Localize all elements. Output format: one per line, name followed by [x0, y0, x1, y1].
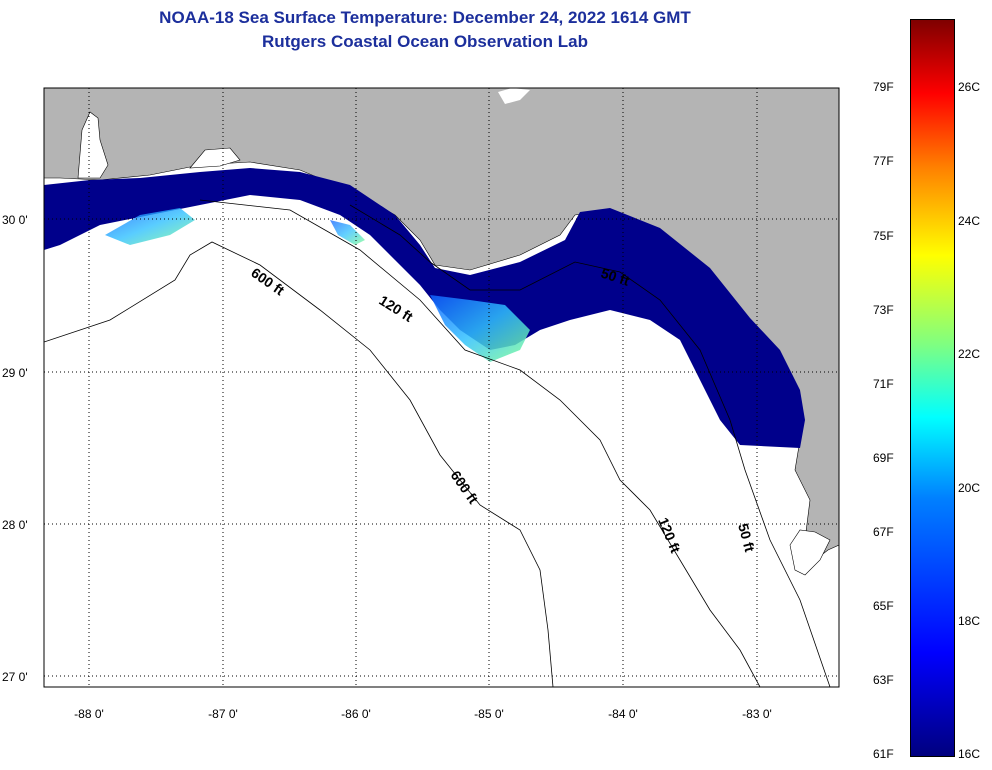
colorbar-f-label: 73F [873, 303, 894, 317]
colorbar-f-label: 69F [873, 451, 894, 465]
lon-label: -88 0' [74, 707, 104, 721]
contour-120ft [199, 199, 761, 687]
temperature-colorbar [910, 19, 955, 757]
colorbar-c-label: 16C [958, 747, 981, 761]
contour-label: 50 ft [735, 522, 758, 554]
lon-label: -84 0' [608, 707, 638, 721]
colorbar-c-label: 24C [958, 214, 981, 228]
lat-label: 29 0' [2, 366, 28, 380]
colorbar-f-label: 61F [873, 747, 894, 761]
contour-50ft [349, 204, 831, 687]
map-subtitle: Rutgers Coastal Ocean Observation Lab [262, 32, 588, 51]
lon-label: -86 0' [341, 707, 371, 721]
colorbar-f-label: 79F [873, 80, 894, 94]
colorbar-f-label: 71F [873, 377, 894, 391]
colorbar-f-label: 67F [873, 525, 894, 539]
lat-label: 28 0' [2, 518, 28, 532]
sst-warm-patch-west [105, 208, 195, 245]
lat-label: 27 0' [2, 670, 28, 684]
sst-warm-patch-central [330, 220, 365, 245]
lat-label: 30 0' [2, 213, 28, 227]
colorbar-c-label: 18C [958, 614, 981, 628]
colorbar-c-label: 20C [958, 481, 981, 495]
map-title: NOAA-18 Sea Surface Temperature: Decembe… [159, 8, 691, 27]
lon-label: -85 0' [474, 707, 504, 721]
colorbar-f-label: 75F [873, 229, 894, 243]
lake [498, 88, 530, 104]
colorbar-c-label: 26C [958, 80, 981, 94]
contour-600ft [44, 241, 554, 687]
mobile-bay [77, 111, 109, 179]
tampa-bay [789, 529, 831, 576]
graticule [44, 88, 839, 687]
sst-cold-band [44, 168, 805, 448]
colorbar-c-label: 22C [958, 347, 981, 361]
colorbar-f-label: 65F [873, 599, 894, 613]
pensacola-bay [189, 147, 241, 169]
lon-label: -87 0' [208, 707, 238, 721]
colorbar-f-label: 77F [873, 154, 894, 168]
lon-label: -83 0' [742, 707, 772, 721]
sst-warm-patch-east [430, 295, 530, 362]
colorbar-f-label: 63F [873, 673, 894, 687]
